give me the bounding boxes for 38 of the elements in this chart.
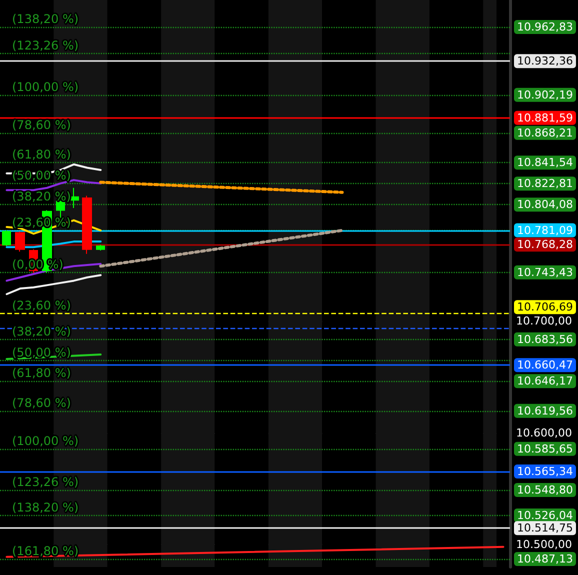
ref-line-label: 10.932,36 <box>517 54 573 68</box>
ref-line-label: 10.868,21 <box>517 126 573 140</box>
ref-line-label: 10.585,65 <box>517 442 573 456</box>
y-tick-label: 10.500,00 <box>516 538 572 552</box>
ref-line-label: 10.781,09 <box>517 224 573 237</box>
ref-line-label: 10.706,69 <box>517 300 573 314</box>
ref-line-label: 10.841,54 <box>517 156 573 170</box>
ref-line-label: 10.822,81 <box>517 177 573 190</box>
ref-line-label: 10.660,47 <box>517 358 573 372</box>
ref-line-label: 10.526,04 <box>517 509 573 522</box>
ref-line-label: 10.487,13 <box>517 552 573 566</box>
annotation: (61,80 %) <box>12 148 71 162</box>
annotation: (78,60 %) <box>12 118 71 132</box>
ref-line-label: 10.962,83 <box>517 20 573 34</box>
ref-line-label: 10.565,34 <box>517 465 573 478</box>
ref-line-label: 10.683,56 <box>517 332 573 346</box>
ref-line-label: 10.743,43 <box>517 266 573 279</box>
annotation: (38,20 %) <box>12 190 71 204</box>
annotation: (100,00 %) <box>12 80 79 94</box>
annotation: (61,80 %) <box>12 366 71 380</box>
ref-line-label: 10.768,28 <box>517 238 573 252</box>
annotation: (100,00 %) <box>12 434 79 448</box>
annotation: (123,26 %) <box>12 475 79 490</box>
ref-line-label: 10.902,19 <box>517 88 573 102</box>
annotation: (123,26 %) <box>12 38 79 53</box>
annotation: (23,60 %) <box>12 298 71 312</box>
annotation: (78,60 %) <box>12 396 71 410</box>
ref-line-label: 10.619,56 <box>517 404 573 418</box>
ref-line-label: 10.646,17 <box>517 374 573 388</box>
ref-line-label: 10.804,08 <box>517 198 573 212</box>
annotation: (161,80 %) <box>12 544 79 558</box>
y-tick-label: 10.600,00 <box>516 426 572 440</box>
ref-line-label: 10.881,59 <box>517 111 573 124</box>
ref-line-label: 10.514,75 <box>517 522 573 535</box>
y-tick-label: 10.700,00 <box>516 314 572 328</box>
annotation: (138,20 %) <box>12 500 79 515</box>
ref-line-label: 10.548,80 <box>517 484 573 497</box>
annotation: (138,20 %) <box>12 12 79 26</box>
